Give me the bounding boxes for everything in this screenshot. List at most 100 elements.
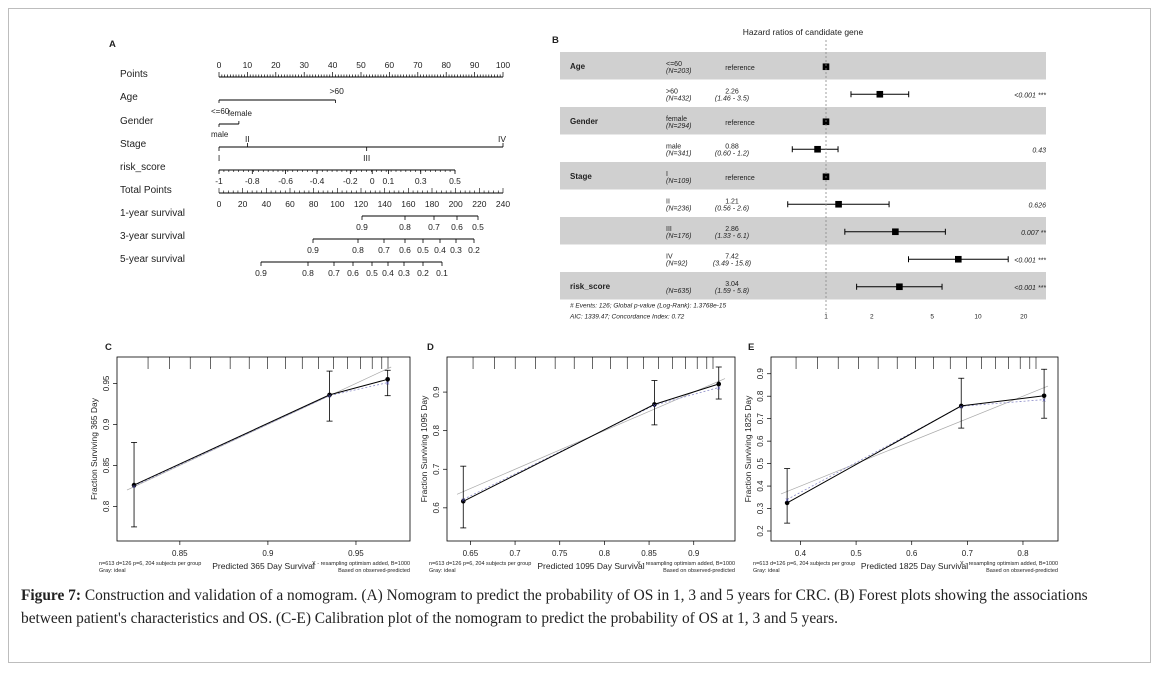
forest-ci-label: (0.60 - 1.2) bbox=[715, 150, 749, 157]
nomogram-row-label: Stage bbox=[120, 139, 147, 150]
forest-hr-label: reference bbox=[725, 120, 755, 127]
points-tick-label: 60 bbox=[385, 60, 395, 70]
forest-level-label: male bbox=[666, 143, 681, 150]
survival-tick-label: 0.4 bbox=[382, 268, 394, 278]
bias-corrected-marker: × bbox=[959, 404, 963, 411]
survival-tick-label: 0.8 bbox=[399, 222, 411, 232]
points-tick-label: 10 bbox=[243, 60, 253, 70]
points-tick-label: 50 bbox=[356, 60, 366, 70]
total-points-tick-label: 140 bbox=[378, 199, 392, 209]
survival-tick-label: 0.5 bbox=[417, 245, 429, 255]
bias-corrected-marker: × bbox=[652, 403, 656, 410]
calibration-plot-box bbox=[446, 356, 736, 542]
forest-x-tick-label: 10 bbox=[974, 314, 982, 321]
forest-hr-label: 2.86 bbox=[725, 226, 739, 233]
calibration-point bbox=[1041, 393, 1047, 399]
forest-x-tick-label: 2 bbox=[870, 314, 874, 321]
bias-corrected-marker: × bbox=[1042, 398, 1046, 405]
y-axis-tick-label: 0.4 bbox=[756, 480, 765, 492]
survival-tick-label: 0.8 bbox=[302, 268, 314, 278]
points-tick-label: 40 bbox=[328, 60, 338, 70]
forest-ci-label: (1.33 - 6.1) bbox=[715, 233, 749, 240]
forest-variable-label: risk_score bbox=[570, 282, 611, 291]
y-axis-tick-label: 0.9 bbox=[432, 386, 441, 398]
calibration-note: Gray: ideal bbox=[429, 568, 456, 574]
calibration-plot-box bbox=[116, 356, 411, 542]
y-axis-tick-label: 0.95 bbox=[102, 375, 111, 391]
forest-x-tick-label: 20 bbox=[1020, 314, 1028, 321]
nomogram-row-label: Age bbox=[120, 92, 138, 103]
points-tick-label: 30 bbox=[299, 60, 309, 70]
x-axis-label: Predicted 365 Day Survival bbox=[212, 561, 315, 571]
forest-ci-label: (3.49 - 15.8) bbox=[713, 260, 751, 267]
x-axis-tick-label: 0.8 bbox=[1017, 549, 1029, 558]
forest-level-label: II bbox=[666, 198, 670, 205]
forest-hr-label: 7.42 bbox=[725, 253, 739, 260]
calibration-plot-box bbox=[770, 356, 1059, 542]
y-axis-tick-label: 0.7 bbox=[756, 413, 765, 425]
forest-hr-label: 1.21 bbox=[725, 198, 739, 205]
forest-hr-point bbox=[835, 200, 842, 208]
forest-ci-label: (0.56 - 2.6) bbox=[715, 205, 749, 212]
risk-score-tick-label: -1 bbox=[215, 176, 223, 186]
gender-level-label: male bbox=[211, 130, 229, 139]
forest-n-label: (N=203) bbox=[666, 68, 691, 75]
x-axis-tick-label: 0.85 bbox=[172, 549, 188, 558]
y-axis-tick-label: 0.2 bbox=[756, 525, 765, 537]
forest-hr-point bbox=[814, 145, 821, 153]
survival-tick-label: 0.7 bbox=[378, 245, 390, 255]
total-points-tick-label: 80 bbox=[309, 199, 319, 209]
y-axis-label: Fraction Surviving 1095 Day bbox=[419, 395, 429, 503]
total-points-tick-label: 60 bbox=[285, 199, 295, 209]
panel-letter-a: A bbox=[109, 39, 116, 50]
risk-score-tick-label: 0 bbox=[370, 176, 375, 186]
calibration-point bbox=[716, 381, 722, 387]
nomogram-row-label: 1-year survival bbox=[120, 208, 185, 219]
survival-tick-label: 0.7 bbox=[328, 268, 340, 278]
calibration-point bbox=[327, 392, 332, 398]
nomogram-row-label: Points bbox=[120, 69, 148, 80]
bias-corrected-line bbox=[133, 382, 388, 487]
forest-row-band bbox=[560, 272, 1046, 300]
forest-level-label: III bbox=[666, 226, 672, 233]
survival-tick-label: 0.9 bbox=[356, 222, 368, 232]
calibration-note: n=613 d=126 p=6, 204 subjects per group bbox=[753, 561, 855, 567]
survival-tick-label: 0.3 bbox=[450, 245, 462, 255]
forest-n-label: (N=92) bbox=[666, 260, 688, 267]
figure-caption: Figure 7: Construction and validation of… bbox=[21, 584, 1139, 630]
total-points-tick-label: 120 bbox=[354, 199, 368, 209]
total-points-tick-label: 240 bbox=[496, 199, 510, 209]
forest-footnote: AIC: 1339.47; Concordance Index: 0.72 bbox=[569, 314, 685, 321]
calibration-point bbox=[460, 498, 466, 504]
forest-row-band bbox=[560, 162, 1046, 190]
survival-tick-label: 0.6 bbox=[451, 222, 463, 232]
total-points-tick-label: 160 bbox=[401, 199, 415, 209]
calibration-note: Gray: ideal bbox=[99, 568, 126, 574]
forest-variable-label: Gender bbox=[570, 117, 598, 126]
y-axis-label: Fraction Surviving 1825 Day bbox=[743, 395, 753, 503]
forest-hr-point bbox=[955, 255, 962, 263]
survival-tick-label: 0.4 bbox=[434, 245, 446, 255]
x-axis-tick-label: 0.6 bbox=[906, 549, 918, 558]
forest-ci-label: (1.59 - 5.8) bbox=[715, 288, 749, 295]
ideal-line bbox=[780, 385, 1049, 495]
calibration-point bbox=[652, 402, 657, 407]
y-axis-label: Fraction Surviving 365 Day bbox=[89, 397, 99, 500]
forest-x-tick-label: 1 bbox=[824, 314, 828, 321]
points-tick-label: 100 bbox=[496, 60, 510, 70]
forest-hr-label: reference bbox=[725, 175, 755, 182]
forest-hr-point bbox=[892, 228, 899, 236]
forest-p-label: <0.001 *** bbox=[1014, 92, 1046, 99]
observed-line bbox=[786, 395, 1045, 504]
forest-hr-label: 0.88 bbox=[725, 143, 739, 150]
survival-tick-label: 0.3 bbox=[398, 268, 410, 278]
panel-letter-d: D bbox=[427, 342, 434, 353]
forest-x-tick-label: 5 bbox=[930, 314, 934, 321]
forest-hr-label: reference bbox=[725, 65, 755, 72]
forest-variable-label: Age bbox=[570, 62, 586, 71]
forest-n-label: (N=176) bbox=[666, 233, 691, 240]
x-axis-tick-label: 0.65 bbox=[463, 549, 479, 558]
total-points-tick-label: 0 bbox=[217, 199, 222, 209]
forest-level-label: female bbox=[666, 116, 687, 123]
